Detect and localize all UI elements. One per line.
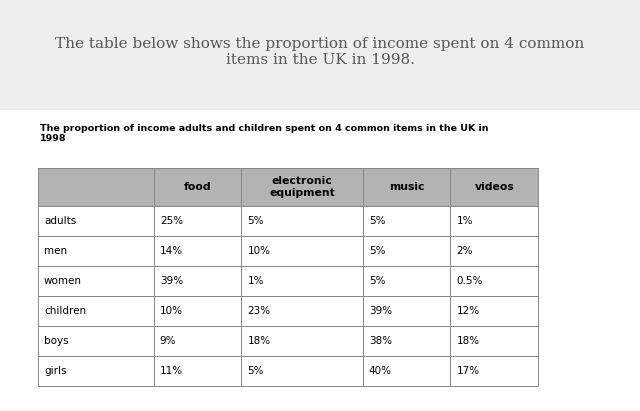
Bar (451, 236, 538, 266)
Bar (154, 266, 241, 296)
Text: 10%: 10% (248, 246, 270, 256)
Bar (154, 356, 241, 386)
Bar (241, 206, 363, 236)
Text: The proportion of income adults and children spent on 4 common items in the UK i: The proportion of income adults and chil… (40, 124, 488, 143)
Bar (38, 168, 154, 206)
Bar (363, 236, 451, 266)
Text: The table below shows the proportion of income spent on 4 common
items in the UK: The table below shows the proportion of … (56, 37, 584, 67)
Bar (38, 296, 154, 326)
Text: 5%: 5% (369, 246, 385, 256)
Bar (363, 326, 451, 356)
Text: women: women (44, 276, 82, 286)
Text: 40%: 40% (369, 366, 392, 376)
Text: 39%: 39% (369, 306, 392, 316)
Text: 5%: 5% (369, 276, 385, 286)
Bar (241, 266, 363, 296)
Bar (0, 0, 640, 110)
Bar (154, 296, 241, 326)
Text: 5%: 5% (248, 366, 264, 376)
Text: 25%: 25% (160, 216, 183, 226)
Text: 2%: 2% (456, 246, 473, 256)
Text: 10%: 10% (160, 306, 183, 316)
Text: 23%: 23% (248, 306, 271, 316)
Bar (241, 326, 363, 356)
Text: electronic
equipment: electronic equipment (269, 176, 335, 198)
Bar (38, 356, 154, 386)
Text: adults: adults (44, 216, 76, 226)
Text: men: men (44, 246, 67, 256)
Bar (451, 356, 538, 386)
Text: 1%: 1% (248, 276, 264, 286)
Bar (363, 168, 451, 206)
Text: 12%: 12% (456, 306, 479, 316)
Text: boys: boys (44, 336, 68, 346)
Text: 39%: 39% (160, 276, 183, 286)
Bar (154, 168, 241, 206)
Text: 1%: 1% (456, 216, 473, 226)
Text: music: music (389, 182, 424, 192)
Bar (363, 356, 451, 386)
Bar (363, 266, 451, 296)
Text: 5%: 5% (248, 216, 264, 226)
Bar (38, 266, 154, 296)
Bar (451, 168, 538, 206)
Bar (363, 206, 451, 236)
Text: 18%: 18% (248, 336, 271, 346)
Bar (451, 326, 538, 356)
Bar (154, 206, 241, 236)
Bar (451, 206, 538, 236)
Text: 11%: 11% (160, 366, 183, 376)
Text: 9%: 9% (160, 336, 177, 346)
Text: food: food (184, 182, 211, 192)
Bar (38, 236, 154, 266)
Bar (241, 236, 363, 266)
Bar (451, 296, 538, 326)
Text: 17%: 17% (456, 366, 479, 376)
Bar (451, 266, 538, 296)
Text: 5%: 5% (369, 216, 385, 226)
Bar (241, 168, 363, 206)
Text: 38%: 38% (369, 336, 392, 346)
Bar (154, 326, 241, 356)
Bar (241, 356, 363, 386)
Bar (154, 236, 241, 266)
Text: children: children (44, 306, 86, 316)
Bar (241, 296, 363, 326)
Text: girls: girls (44, 366, 67, 376)
Bar (38, 206, 154, 236)
Bar (38, 326, 154, 356)
Bar (0, 110, 640, 411)
Bar (363, 296, 451, 326)
Text: 0.5%: 0.5% (456, 276, 483, 286)
Text: 14%: 14% (160, 246, 183, 256)
Text: 18%: 18% (456, 336, 479, 346)
Text: videos: videos (474, 182, 514, 192)
